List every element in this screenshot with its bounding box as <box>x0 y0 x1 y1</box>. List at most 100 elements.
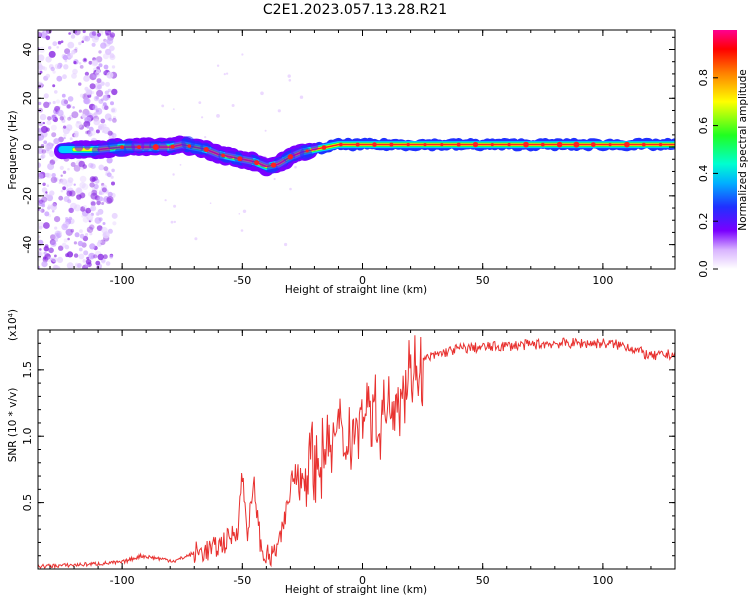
noise-speck <box>82 259 87 263</box>
noise-speck <box>91 35 99 43</box>
ridge-blob <box>107 139 118 150</box>
noise-speck <box>43 222 50 229</box>
noise-speck <box>38 128 42 133</box>
noise-speck <box>96 84 103 90</box>
noise-speck <box>173 220 176 224</box>
noise-speck <box>112 116 117 120</box>
noise-speck <box>70 228 75 233</box>
noise-speck <box>109 45 115 52</box>
ridge-peak <box>287 154 294 160</box>
noise-speck <box>41 203 46 208</box>
noise-speck <box>42 121 45 125</box>
noise-speck <box>53 232 60 240</box>
noise-speck <box>38 147 44 154</box>
noise-speck <box>43 93 49 99</box>
noise-speck <box>63 238 68 243</box>
noise-speck <box>60 174 63 177</box>
noise-speck <box>103 64 109 70</box>
noise-speck <box>104 30 112 36</box>
noise-speck <box>45 35 51 41</box>
noise-speck <box>82 30 86 34</box>
noise-speck <box>43 140 48 145</box>
noise-speck <box>54 254 57 258</box>
noise-speck <box>97 239 102 244</box>
noise-speck <box>96 32 102 37</box>
noise-speck <box>299 95 304 99</box>
snr-y-label: SNR (10 * v/v) <box>7 388 19 463</box>
noise-speck <box>44 211 50 217</box>
noise-speck <box>101 123 107 129</box>
noise-speck <box>86 226 94 233</box>
noise-speck <box>96 200 101 206</box>
noise-speck <box>42 256 47 260</box>
noise-speck <box>98 50 102 54</box>
ridge-peak <box>339 142 343 147</box>
noise-speck <box>67 167 70 171</box>
noise-speck <box>38 121 44 127</box>
noise-speck <box>38 173 44 180</box>
noise-speck <box>78 41 82 46</box>
noise-speck <box>79 182 86 189</box>
noise-speck <box>60 189 64 193</box>
noise-speck <box>102 231 110 239</box>
x-tick-label: -50 <box>233 274 251 287</box>
snr-series-line <box>38 335 675 569</box>
noise-speck <box>56 256 64 263</box>
noise-speck <box>51 257 58 263</box>
snr-marks <box>38 335 675 569</box>
ridge-peak <box>355 142 360 147</box>
noise-speck <box>54 216 61 223</box>
noise-speck <box>67 237 70 241</box>
noise-speck <box>43 251 47 255</box>
noise-speck <box>90 192 98 200</box>
noise-speck <box>111 108 116 113</box>
noise-speck <box>45 172 50 178</box>
noise-speck <box>52 84 56 88</box>
noise-speck <box>82 94 86 98</box>
noise-speck <box>74 47 78 51</box>
noise-speck <box>89 224 95 230</box>
noise-speck <box>38 136 41 142</box>
noise-speck <box>52 41 58 47</box>
y-tick-label: 0 <box>21 144 34 151</box>
noise-speck <box>68 207 74 214</box>
noise-speck <box>111 168 115 173</box>
ridge-peak <box>608 143 612 147</box>
noise-speck <box>87 131 93 137</box>
noise-speck <box>78 247 83 252</box>
noise-speck <box>38 221 45 229</box>
x-tick-label: 100 <box>592 274 613 287</box>
noise-speck <box>83 205 87 209</box>
noise-speck <box>39 248 42 251</box>
noise-speck <box>61 242 67 248</box>
snr-multiplier: (x10⁴) <box>7 309 19 341</box>
noise-speck <box>107 130 113 136</box>
ridge-blob <box>310 142 319 151</box>
noise-speck <box>164 199 167 202</box>
noise-speck <box>51 143 55 146</box>
noise-speck <box>79 65 84 69</box>
ridge-peak <box>406 142 410 147</box>
noise-speck <box>95 129 100 134</box>
x-tick-label: -100 <box>110 274 135 287</box>
ridge-peak <box>490 143 494 147</box>
spectrogram-marks <box>38 30 675 269</box>
ridge-blob <box>84 143 91 150</box>
noise-speck <box>43 192 49 199</box>
noise-speck <box>78 82 82 86</box>
noise-speck <box>172 108 175 110</box>
noise-speck <box>95 260 101 266</box>
ridge-peak <box>170 144 175 149</box>
noise-speck <box>58 181 61 184</box>
noise-speck <box>100 42 107 49</box>
snr-plot: -100 -50 0 50 100 0.5 1.0 1.5 Height of straig… <box>7 309 676 596</box>
noise-speck <box>91 42 96 47</box>
noise-speck <box>294 165 297 169</box>
noise-speck <box>104 105 109 111</box>
noise-speck <box>241 53 244 56</box>
ridge-peak <box>423 143 427 147</box>
noise-speck <box>60 178 68 185</box>
noise-speck <box>79 175 87 183</box>
noise-speck <box>47 163 55 170</box>
y-tick-label: -40 <box>21 236 34 254</box>
